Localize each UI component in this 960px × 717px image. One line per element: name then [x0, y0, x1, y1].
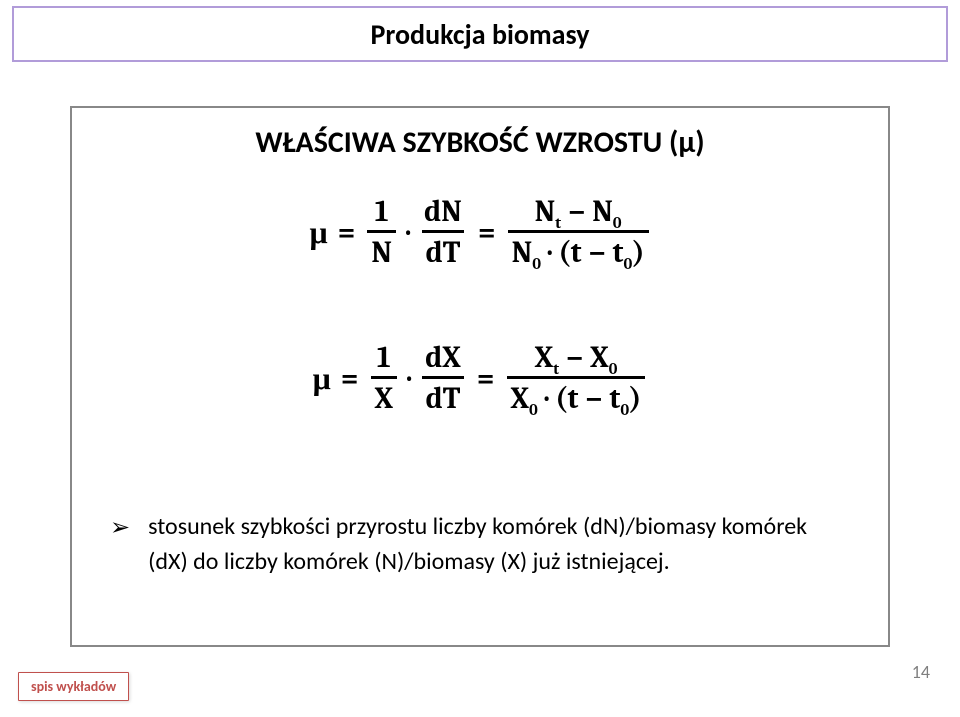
fraction-1-over-x: 1 X [367, 342, 401, 414]
title-frame: Produkcja biomasy [12, 6, 948, 62]
fraction-1-over-n: 1 N [363, 196, 400, 268]
bullet-marker: ➢ [110, 510, 130, 544]
page-number: 14 [912, 661, 930, 683]
multiply-dot: · [401, 361, 417, 396]
toc-button[interactable]: spis wykładów [18, 672, 129, 701]
mu-symbol: μ [311, 360, 333, 397]
mu-symbol: μ [307, 214, 329, 251]
equals-sign: = [330, 215, 364, 250]
fraction-nt-n0: Nt − N0 N0 · (t − t0) [504, 196, 653, 268]
equation-mu-x: μ = 1 X · dX dT = Xt − X0 X0 · (t − t0) [0, 342, 960, 414]
equals-sign: = [469, 361, 503, 396]
fraction-dn-dt: dN dT [416, 196, 470, 268]
bullet-text: stosunek szybkości przyrostu liczby komó… [148, 510, 850, 580]
fraction-xt-x0: Xt − X0 X0 · (t − t0) [503, 342, 650, 414]
slide-title: Produkcja biomasy [370, 17, 589, 52]
content-heading: WŁAŚCIWA SZYBKOŚĆ WZROSTU (μ) [0, 124, 960, 161]
fraction-dx-dt: dX dT [417, 342, 469, 414]
multiply-dot: · [400, 215, 416, 250]
bullet-block: ➢ stosunek szybkości przyrostu liczby ko… [110, 510, 850, 580]
equation-mu-n: μ = 1 N · dN dT = Nt − N0 N0 · (t − t0) [0, 196, 960, 268]
equals-sign: = [470, 215, 504, 250]
equals-sign: = [333, 361, 367, 396]
